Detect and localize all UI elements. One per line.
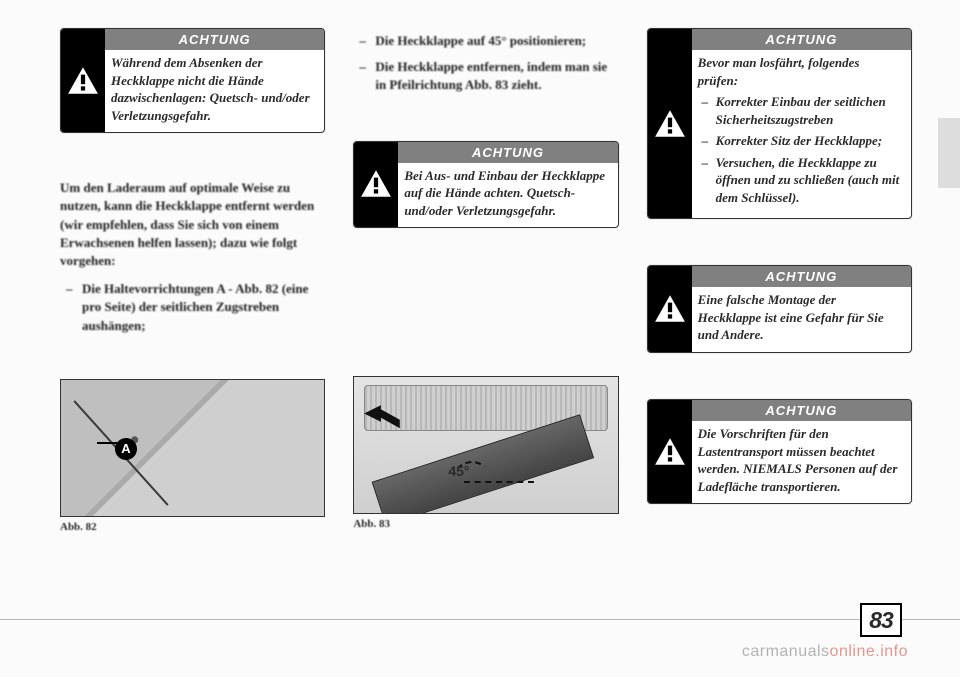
warning-lead: Bevor man losfährt, folgendes prüfen: (698, 55, 860, 88)
warning-box-2: ACHTUNG Bei Aus- und Einbau der Heckklap… (353, 141, 618, 229)
footer-rule (0, 619, 960, 620)
warning-body: Bei Aus- und Einbau der Heckklappe auf d… (398, 163, 617, 228)
warning-title: ACHTUNG (692, 400, 911, 421)
warning-box-5: ACHTUNG Die Vorschriften für den Lastent… (647, 399, 912, 504)
warning-body: Während dem Absenken der Heckklappe nich… (105, 50, 324, 132)
warning-title: ACHTUNG (692, 266, 911, 287)
arrow-icon (362, 403, 404, 450)
page-number: 83 (860, 603, 902, 637)
figure-83: 45° (353, 376, 618, 514)
warning-icon (648, 29, 692, 218)
check-item: Korrekter Einbau der seitlichen Sicherhe… (716, 93, 901, 128)
warning-title: ACHTUNG (692, 29, 911, 50)
warning-icon (648, 266, 692, 352)
figure-caption: Abb. 82 (60, 521, 325, 533)
angle-label: 45° (448, 463, 469, 479)
column-right: ACHTUNG Bevor man losfährt, folgendes pr… (647, 28, 912, 533)
warning-icon (61, 29, 105, 132)
column-left: ACHTUNG Während dem Absenken der Heckkla… (60, 28, 325, 533)
warning-body: Die Vorschriften für den Lastentransport… (692, 421, 911, 503)
watermark-right: online.info (830, 643, 908, 660)
warning-icon (354, 142, 398, 228)
instruction-list: –Die Haltevorrichtungen A - Abb. 82 (ein… (60, 280, 325, 335)
warning-box-4: ACHTUNG Eine falsche Montage der Heckkla… (647, 265, 912, 353)
warning-body: Eine falsche Montage der Heckklappe ist … (692, 287, 911, 352)
paragraph: Um den Laderaum auf optimale Weise zu nu… (60, 179, 325, 270)
watermark: carmanualsonline.info (742, 643, 908, 661)
warning-icon (648, 400, 692, 503)
content-columns: ACHTUNG Während dem Absenken der Heckkla… (60, 28, 912, 533)
callout-marker-a: A (115, 438, 137, 460)
warning-box-3: ACHTUNG Bevor man losfährt, folgendes pr… (647, 28, 912, 219)
warning-box-1: ACHTUNG Während dem Absenken der Heckkla… (60, 28, 325, 133)
warning-title: ACHTUNG (398, 142, 617, 163)
list-item-text: Die Heckklappe auf 45° positionieren; (375, 32, 586, 50)
check-item: Versuchen, die Heckklappe zu öffnen und … (716, 154, 901, 207)
figure-82: A (60, 379, 325, 517)
list-item-text: Die Heckklappe entfernen, indem man sie … (375, 58, 618, 94)
watermark-left: carmanuals (742, 643, 830, 660)
warning-body: Bevor man losfährt, folgendes prüfen: –K… (692, 50, 911, 218)
manual-page: ACHTUNG Während dem Absenken der Heckkla… (0, 0, 960, 677)
column-middle: –Die Heckklappe auf 45° positionieren; –… (353, 28, 618, 533)
thumb-tab (938, 118, 960, 188)
check-item: Korrekter Sitz der Heckklappe; (716, 132, 882, 150)
figure-caption: Abb. 83 (353, 518, 618, 530)
list-item-text: Die Haltevorrichtungen A - Abb. 82 (eine… (82, 280, 325, 335)
instruction-list: –Die Heckklappe auf 45° positionieren; –… (353, 32, 618, 95)
warning-title: ACHTUNG (105, 29, 324, 50)
